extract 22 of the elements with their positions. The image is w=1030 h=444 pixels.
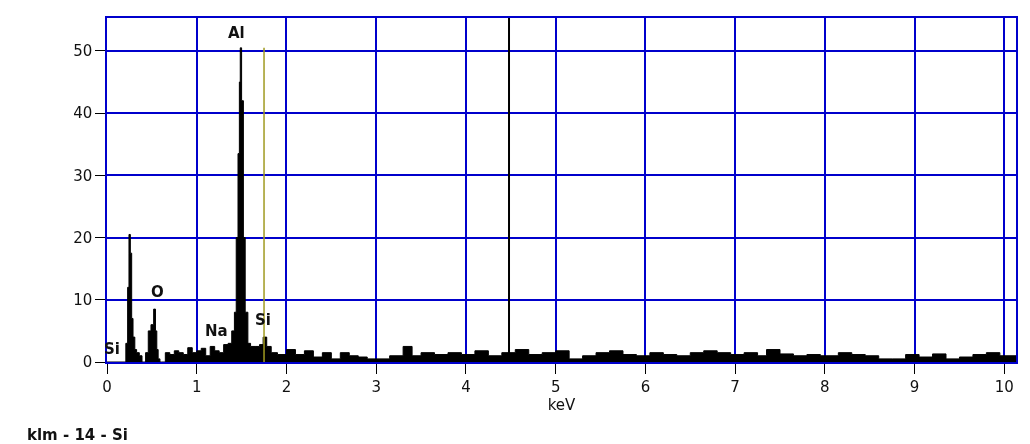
y-tick-label: 30 — [73, 166, 93, 185]
x-tick-label: 10 — [994, 377, 1014, 396]
x-tick-label: 2 — [281, 377, 292, 396]
x-tick-label: 6 — [640, 377, 651, 396]
y-tick-label: 50 — [73, 42, 93, 61]
x-axis-title: keV — [547, 395, 577, 414]
x-tick-label: 1 — [191, 377, 202, 396]
y-tick-label: 20 — [73, 228, 93, 247]
x-tick-label: 3 — [371, 377, 381, 396]
annotation: O — [151, 283, 164, 301]
y-tick-label: 0 — [82, 353, 93, 372]
x-tick-label: 8 — [820, 377, 830, 396]
y-tick-label: 10 — [73, 291, 93, 310]
annotation: Na — [205, 322, 228, 340]
x-tick-label: 0 — [102, 377, 112, 396]
x-tick-label: 4 — [461, 377, 471, 396]
x-tick-label: 5 — [550, 377, 561, 396]
annotation: Al — [228, 24, 245, 42]
text: klm - 14 - Si — [27, 426, 128, 444]
x-tick-label: 9 — [909, 377, 920, 396]
x-tick-label: 7 — [730, 377, 740, 396]
y-tick-label: 40 — [73, 104, 93, 123]
